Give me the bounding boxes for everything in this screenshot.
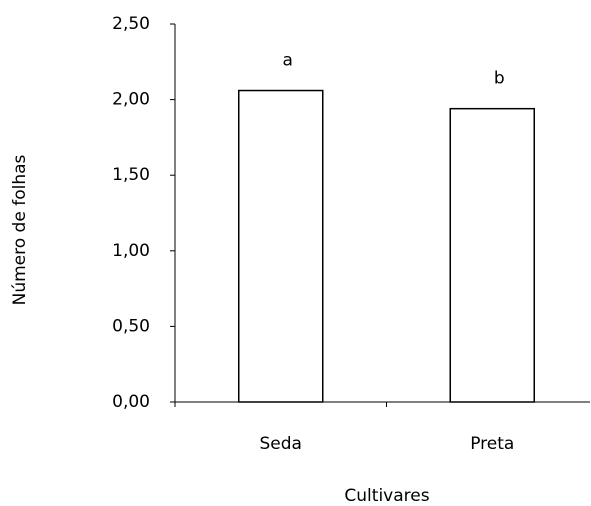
y-tick-label: 2,50 [112,14,150,34]
x-tick-label: Seda [260,434,302,454]
y-tick-label: 2,00 [112,90,150,110]
y-tick-label: 0,50 [112,316,150,336]
bar [449,107,535,403]
annotation: a [283,51,293,71]
y-tick-label: 1,50 [112,165,150,185]
annotation: b [494,69,505,89]
y-tick-label: 0,00 [112,392,150,412]
x-tick-label: Preta [470,434,514,454]
y-tick-label: 1,00 [112,241,150,261]
bar [238,89,324,403]
y-axis-title: Número de folhas [10,154,30,305]
x-axis-title: Cultivares [344,486,429,506]
